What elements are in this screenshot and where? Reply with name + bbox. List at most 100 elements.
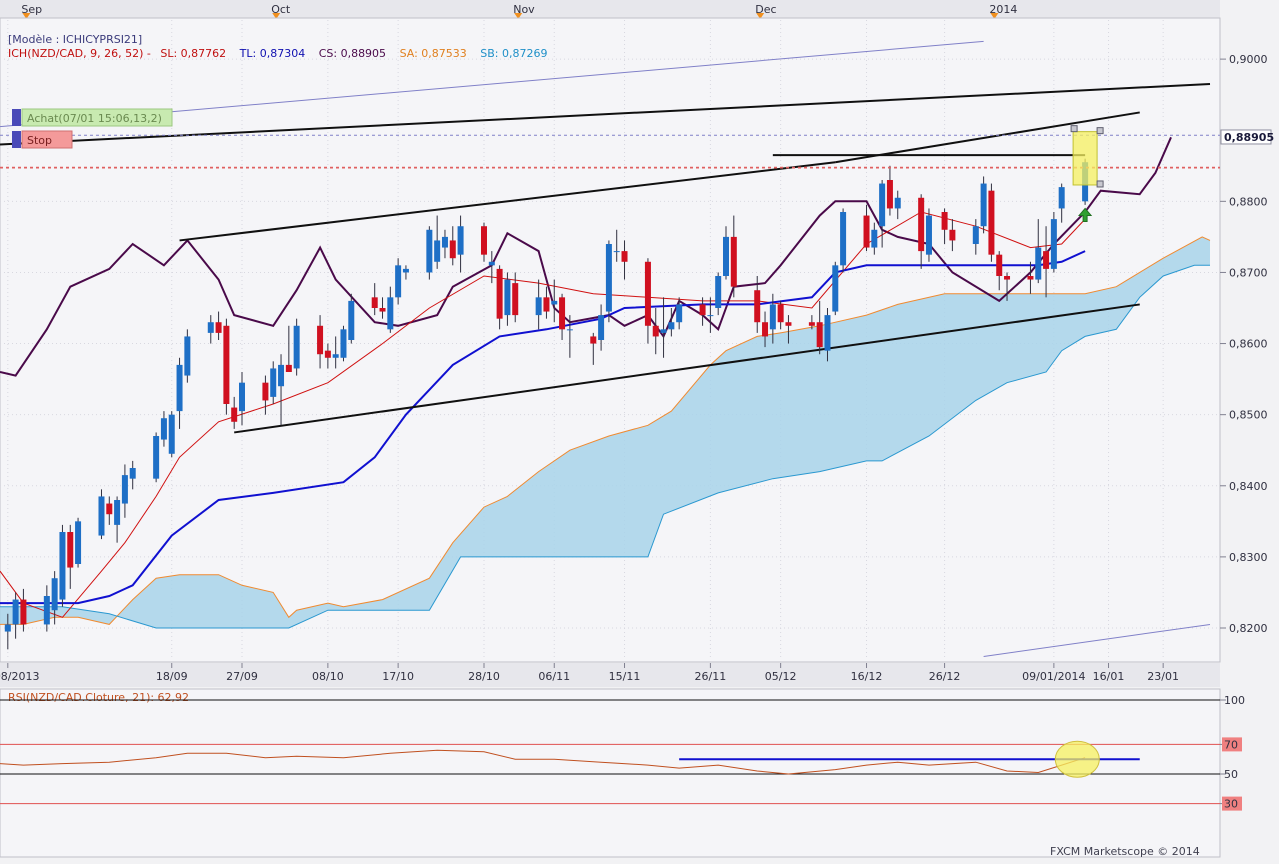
- candle-body: [699, 304, 706, 316]
- candle-body: [176, 364, 183, 412]
- stop-order-marker[interactable]: [12, 131, 21, 148]
- candle-body: [605, 244, 612, 312]
- candle-body: [59, 532, 66, 600]
- buy-arrow-icon: [1078, 207, 1093, 222]
- month-label: Dec: [755, 3, 776, 16]
- candle-body: [441, 236, 448, 248]
- date-tick-label: 08/10: [312, 670, 344, 683]
- month-axis: Sep Oct Nov Dec 2014: [21, 3, 1017, 19]
- candle-body: [340, 329, 347, 358]
- sb-value: SB: 0,87269: [480, 47, 547, 60]
- price-tick-label: 0,8600: [1229, 338, 1268, 351]
- date-tick-label: 17/10: [382, 670, 414, 683]
- rsi-level-badge: [1222, 796, 1242, 811]
- date-tick-label: 26/12: [929, 670, 961, 683]
- date-tick-label: 23/01: [1147, 670, 1179, 683]
- date-tick-label: 16/12: [851, 670, 883, 683]
- month-marker: [272, 13, 281, 19]
- cloud-area: [0, 236, 1210, 628]
- candle-body: [293, 325, 300, 369]
- handle-top-right: [1096, 127, 1104, 135]
- rsi-highlight: [1054, 740, 1100, 778]
- candle-body: [863, 215, 870, 248]
- candle-body: [285, 364, 292, 372]
- buy-order-box[interactable]: [21, 108, 173, 127]
- price-tick-label: 0,8700: [1229, 266, 1268, 279]
- date-tick-label: 28/08/2013: [0, 670, 40, 683]
- buy-order-tag[interactable]: Achat(07/01 15:06,13,2): [12, 108, 173, 127]
- candle-body: [894, 197, 901, 209]
- candle-body: [449, 240, 456, 259]
- candle-body: [481, 226, 487, 255]
- last-price-tag: 0,88905: [1220, 129, 1274, 145]
- highlight-box: [1072, 131, 1098, 186]
- indicator-legend: ICH(NZD/CAD, 9, 26, 52) - SL: 0,87762 TL…: [8, 47, 548, 60]
- candle-body: [395, 265, 402, 298]
- candle-body: [106, 503, 113, 515]
- cs-value: CS: 0,88905: [319, 47, 386, 60]
- stop-order-tag[interactable]: Stop: [12, 130, 73, 149]
- buy-order-label: Achat(07/01 15:06,13,2): [27, 112, 162, 125]
- candle-body: [840, 212, 847, 266]
- candle-body: [1027, 276, 1034, 280]
- trend-line: [0, 83, 1211, 146]
- rsi-level-label: 50: [1224, 768, 1238, 781]
- candle-body: [98, 496, 105, 536]
- candle-body: [559, 297, 566, 330]
- candle-body: [1004, 276, 1011, 280]
- candle-body: [239, 382, 245, 412]
- candle-body: [762, 322, 769, 337]
- date-axis: 28/08/2013 18/09 27/09 08/10 17/10 28/10 06/11…: [0, 663, 1179, 683]
- candle-body: [723, 236, 729, 276]
- candle-body: [918, 197, 925, 252]
- candle-body: [824, 315, 831, 351]
- chikou-line: [0, 136, 1172, 377]
- trend-line: [234, 303, 1140, 434]
- rsi-level-label: 70: [1224, 738, 1238, 751]
- month-label: Oct: [271, 3, 291, 16]
- candle-body: [426, 229, 433, 273]
- month-marker: [756, 13, 765, 19]
- date-tick-label: 26/11: [695, 670, 727, 683]
- candle-body: [387, 297, 394, 330]
- buy-order-marker[interactable]: [12, 109, 21, 126]
- candle-body: [535, 297, 542, 316]
- candle-body: [20, 599, 27, 625]
- candle-body: [231, 407, 238, 422]
- candle-body: [566, 329, 573, 331]
- price-tick-label: 0,8300: [1229, 551, 1268, 564]
- candle-body: [457, 226, 464, 255]
- candle-body: [332, 354, 339, 358]
- candle-body: [1058, 187, 1065, 209]
- candle-body: [215, 322, 222, 333]
- rsi-level-label: 100: [1224, 694, 1245, 707]
- price-tick-label: 0,8400: [1229, 480, 1268, 493]
- trend-line: [179, 161, 836, 242]
- month-label: Sep: [21, 3, 42, 16]
- tl-value: TL: 0,87304: [239, 47, 306, 60]
- candle-body: [988, 190, 995, 255]
- ich-label: ICH(NZD/CAD, 9, 26, 52) -: [8, 47, 151, 60]
- rsi-axis: 100 70 50 30: [1220, 694, 1245, 811]
- last-price-box: [1220, 129, 1272, 145]
- candle-body: [707, 315, 714, 317]
- date-tick-label: 16/01: [1093, 670, 1125, 683]
- rsi-label: RSI(NZD/CAD.Cloture, 21): 62,92: [8, 691, 189, 704]
- candle-body: [777, 304, 784, 323]
- candle-body: [278, 364, 285, 387]
- month-label: Nov: [513, 3, 535, 16]
- date-axis-bar: [0, 663, 1220, 687]
- candle-body: [43, 596, 50, 625]
- month-marker: [514, 13, 523, 19]
- candle-body: [660, 329, 667, 333]
- month-bar: [0, 0, 1220, 18]
- price-tick-label: 0,8200: [1229, 622, 1268, 635]
- date-tick-label: 15/11: [609, 670, 641, 683]
- month-marker: [22, 13, 31, 19]
- rsi-pane: [0, 688, 1221, 858]
- candle-body: [925, 215, 932, 255]
- stop-order-box[interactable]: [21, 130, 73, 149]
- candle-body: [598, 315, 605, 340]
- price-tick-label: 0,9000: [1229, 53, 1268, 66]
